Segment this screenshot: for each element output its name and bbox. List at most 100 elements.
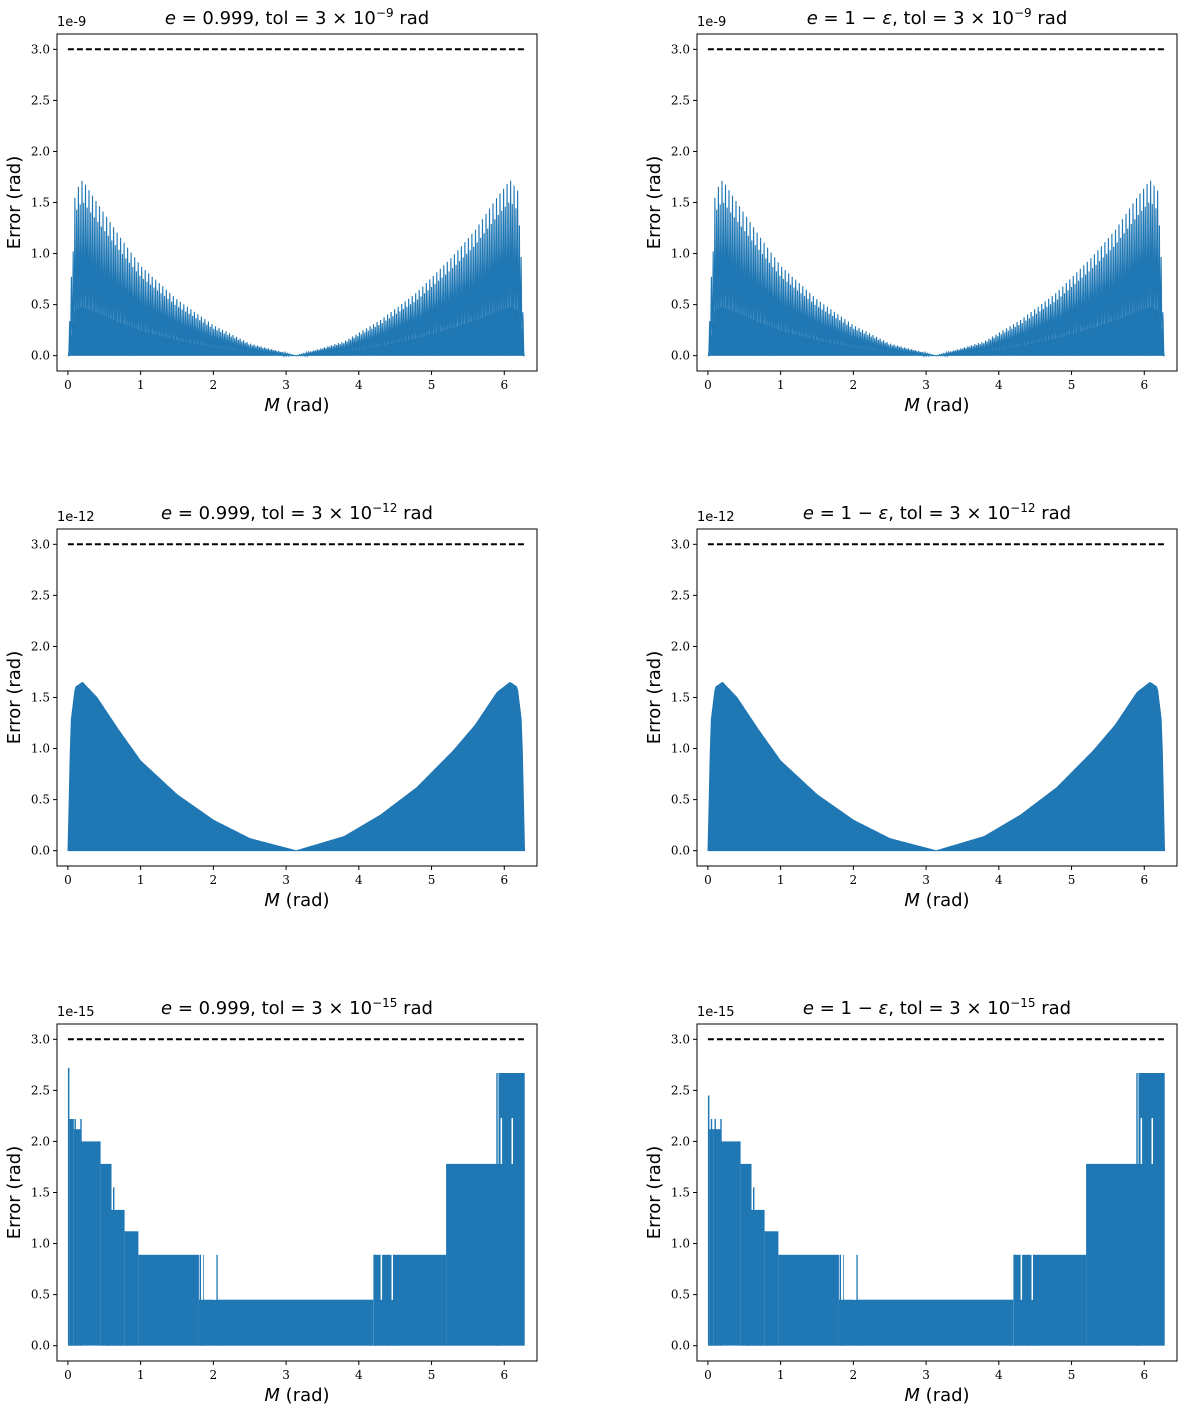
y-tick-label: 1.0 <box>31 1237 50 1251</box>
x-tick-label: 6 <box>1140 378 1148 392</box>
error-gap <box>391 1253 393 1300</box>
y-tick-label: 3.0 <box>671 1032 690 1046</box>
y-axis-title: Error (rad) <box>4 156 25 250</box>
y-tick-label: 2.5 <box>671 93 690 107</box>
y-tick-label: 1.0 <box>671 1237 690 1251</box>
y-tick-label: 2.5 <box>671 588 690 602</box>
chart-title: e = 0.999, tol = 3 × 10−15 rad <box>161 996 433 1019</box>
chart-panel-6: e = 1 − ε, tol = 3 × 10−15 rad 1e-15 0 1 2 3 4… <box>644 996 1178 1406</box>
x-tick-label: 1 <box>137 873 145 887</box>
error-gap <box>213 1253 217 1300</box>
y-tick-label: 0.5 <box>31 793 50 807</box>
x-tick-label: 6 <box>1140 1368 1148 1382</box>
x-tick-label: 0 <box>64 1368 72 1382</box>
chart-panel-3: e = 0.999, tol = 3 × 10−12 rad 1e-12 0 1 2 3 4… <box>4 501 538 911</box>
error-gap <box>1151 1118 1153 1164</box>
y-tick-label: 1.5 <box>31 1186 50 1200</box>
error-gap <box>1140 1118 1143 1164</box>
x-tick-label: 2 <box>850 1368 858 1382</box>
y-offset-label: 1e-12 <box>697 510 735 525</box>
error-step <box>100 1163 112 1346</box>
y-offset-label: 1e-15 <box>697 1005 735 1020</box>
y-tick-label: 3.0 <box>31 42 50 56</box>
x-tick-label: 5 <box>428 1368 436 1382</box>
y-tick-label: 0.0 <box>31 1339 50 1353</box>
error-step <box>373 1254 447 1346</box>
error-gap <box>1031 1253 1033 1300</box>
x-tick-label: 4 <box>995 873 1003 887</box>
x-axis-title: M (rad) <box>264 1385 329 1406</box>
y-tick-label: 3.0 <box>671 537 690 551</box>
y-tick-label: 2.0 <box>31 144 50 158</box>
y-offset-label: 1e-15 <box>57 1005 95 1020</box>
x-tick-label: 2 <box>210 1368 218 1382</box>
chart-panel-5: e = 0.999, tol = 3 × 10−15 rad 1e-15 0 1 2 3 4… <box>4 996 538 1406</box>
y-tick-label: 3.0 <box>31 537 50 551</box>
y-tick-label: 0.0 <box>671 844 690 858</box>
y-tick-label: 2.5 <box>31 1083 50 1097</box>
y-tick-label: 2.0 <box>671 1134 690 1148</box>
x-tick-label: 2 <box>850 873 858 887</box>
x-tick-label: 3 <box>922 378 930 392</box>
x-tick-label: 3 <box>282 873 290 887</box>
x-tick-label: 2 <box>210 378 218 392</box>
y-axis-title: Error (rad) <box>4 651 25 745</box>
error-series <box>67 681 526 852</box>
chart-panel-2: e = 1 − ε, tol = 3 × 10−9 rad 1e-9 0 1 2 3 4 5 6… <box>644 6 1178 416</box>
error-step <box>446 1163 499 1346</box>
y-tick-label: 1.0 <box>671 742 690 756</box>
chart-panel-1: e = 0.999, tol = 3 × 10−9 rad 1e-9 0 1 2 3 4 5 6… <box>4 6 538 416</box>
error-series <box>707 180 1165 358</box>
chart-title: e = 1 − ε, tol = 3 × 10−9 rad <box>807 6 1068 29</box>
y-tick-label: 2.5 <box>31 588 50 602</box>
y-axis-title: Error (rad) <box>4 1146 25 1240</box>
y-tick-label: 2.0 <box>31 639 50 653</box>
error-step <box>838 1299 1014 1346</box>
x-axis-title: M (rad) <box>264 890 329 911</box>
x-tick-label: 1 <box>777 873 785 887</box>
y-axis-title: Error (rad) <box>644 651 665 745</box>
error-step <box>751 1209 765 1346</box>
y-offset-label: 1e-9 <box>697 15 726 30</box>
error-step <box>138 1254 199 1346</box>
y-offset-label: 1e-12 <box>57 510 95 525</box>
x-tick-label: 1 <box>137 1368 145 1382</box>
error-step <box>198 1299 374 1346</box>
y-tick-label: 2.5 <box>31 93 50 107</box>
y-offset-label: 1e-9 <box>57 15 86 30</box>
y-tick-label: 1.5 <box>671 1186 690 1200</box>
error-step <box>740 1163 752 1346</box>
error-gap <box>511 1118 513 1164</box>
error-step <box>67 1067 70 1346</box>
error-step <box>1086 1163 1139 1346</box>
error-series <box>67 1067 525 1346</box>
chart-title: e = 1 − ε, tol = 3 × 10−12 rad <box>803 501 1071 524</box>
x-tick-label: 6 <box>500 1368 508 1382</box>
x-tick-label: 3 <box>282 1368 290 1382</box>
x-tick-label: 6 <box>1140 873 1148 887</box>
y-tick-label: 0.0 <box>671 349 690 363</box>
x-tick-label: 1 <box>777 378 785 392</box>
x-axis-title: M (rad) <box>904 395 969 416</box>
error-step <box>778 1254 839 1346</box>
chart-title: e = 0.999, tol = 3 × 10−12 rad <box>161 501 433 524</box>
y-tick-label: 0.0 <box>31 349 50 363</box>
x-tick-label: 3 <box>282 378 290 392</box>
x-tick-label: 5 <box>1068 873 1076 887</box>
y-tick-label: 2.0 <box>671 144 690 158</box>
y-tick-label: 0.0 <box>31 844 50 858</box>
x-tick-label: 3 <box>922 1368 930 1382</box>
x-tick-label: 4 <box>355 378 363 392</box>
chart-title: e = 0.999, tol = 3 × 10−9 rad <box>165 6 429 29</box>
x-tick-label: 2 <box>850 378 858 392</box>
error-gap <box>201 1253 204 1300</box>
x-tick-label: 4 <box>355 1368 363 1382</box>
y-tick-label: 0.5 <box>671 793 690 807</box>
x-tick-label: 0 <box>704 1368 712 1382</box>
y-tick-label: 1.0 <box>671 247 690 261</box>
error-gap <box>500 1118 503 1164</box>
error-step <box>1013 1254 1087 1346</box>
error-gap <box>841 1253 844 1300</box>
y-axis-title: Error (rad) <box>644 1146 665 1240</box>
error-band <box>67 306 525 356</box>
